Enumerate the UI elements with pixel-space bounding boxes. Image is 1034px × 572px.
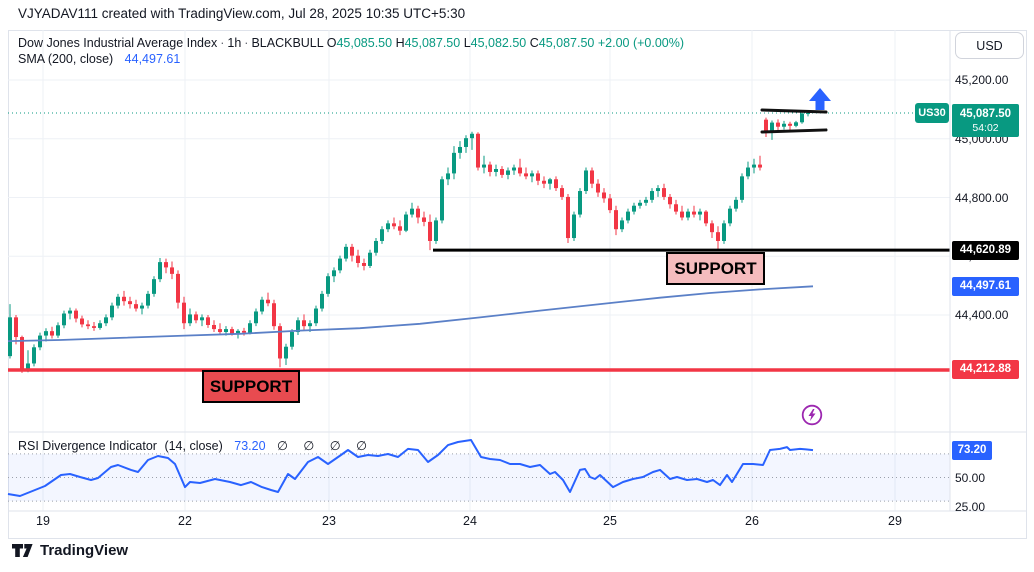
flash-boost-icon[interactable] [801,404,823,426]
symbol-price-tag: US30 [915,103,949,123]
support-level-badge: 44,212.88 [952,360,1019,380]
price-axis-label: 44,800.00 [955,190,1009,205]
close-label: C [529,36,539,50]
time-axis-label: 19 [36,514,50,528]
low-value: 45,082.50 [470,36,527,50]
badge-price: 45,087.50 [959,108,1012,121]
symbol-legend: Dow Jones Industrial Average Index · 1h · BL… [18,36,684,50]
sma-label: SMA (200, close) [18,52,114,66]
rsi-axis-label: 25.00 [955,500,986,514]
legend-separator: · [244,36,249,50]
support-annotation-upper[interactable]: SUPPORT [666,252,765,285]
high-value: 45,087.50 [404,36,461,50]
rsi-indicator-name: RSI Divergence Indicator [18,439,157,453]
interval-label: 1h [227,36,242,50]
low-label: L [463,36,471,50]
rsi-params: (14, close) [164,439,223,453]
time-axis-label: 24 [463,514,477,528]
price-axis-label: 44,400.00 [955,308,1009,322]
symbol-title: Dow Jones Industrial Average Index [18,36,218,50]
sma-value: 44,497.61 [124,52,181,66]
time-axis-label: 29 [888,514,902,528]
rsi-legend: RSI Divergence Indicator (14, close) 73.… [18,438,373,453]
rsi-value: 73.20 [234,439,266,453]
time-axis-label: 22 [178,514,192,528]
close-value: 45,087.50 [538,36,595,50]
price-axis-label: 45,200.00 [955,73,1009,87]
legend-separator: · [220,36,225,50]
rsi-value-badge: 73.20 [952,440,992,460]
support-annotation-lower[interactable]: SUPPORT [202,370,300,403]
currency-button[interactable]: USD [955,32,1024,59]
exchange-label: BLACKBULL [251,36,324,50]
sma-legend: SMA (200, close) 44,497.61 [18,52,180,66]
tradingview-logo-icon [12,544,33,557]
rsi-divergence-counts: ∅ ∅ ∅ ∅ [277,439,374,453]
attribution-text: VJYADAV111 created with TradingView.com,… [18,6,466,21]
time-axis-label: 23 [322,514,336,528]
time-axis-label: 26 [745,514,759,528]
chart-frame [8,30,1027,539]
bar-countdown: 54:02 [972,122,999,135]
current-price-badge: 45,087.50 54:02 [952,104,1019,138]
sma-value-badge: 44,497.61 [952,276,1019,296]
tradingview-logo[interactable]: TradingView [12,542,128,559]
rsi-axis-label: 50.00 [955,470,986,485]
change-value: +2.00 (+0.00%) [597,36,685,50]
tradingview-logo-text: TradingView [40,542,129,559]
time-axis-label: 25 [603,514,617,528]
open-label: O [326,36,337,50]
support-level-badge: 44,620.89 [952,240,1019,260]
high-label: H [395,36,405,50]
open-value: 45,085.50 [336,36,393,50]
